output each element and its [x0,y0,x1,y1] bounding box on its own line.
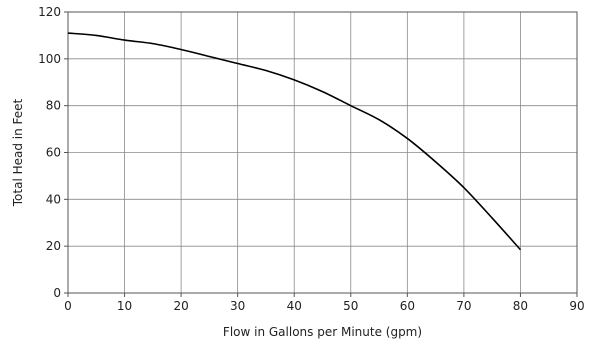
y-axis-label: Total Head in Feet [11,98,25,207]
x-tick-label: 80 [513,299,528,313]
series-layer [67,32,522,251]
x-tick-label: 0 [64,299,72,313]
grid-lines [68,12,577,293]
y-tick-label: 60 [46,146,61,160]
pump-curve-line [67,32,522,251]
x-tick-label: 70 [456,299,471,313]
y-tick-label: 100 [38,52,61,66]
y-axis-ticks: 0 20 40 60 80 100 120 [38,5,68,300]
y-tick-label: 80 [46,99,61,113]
x-tick-label: 40 [287,299,302,313]
y-tick-label: 0 [53,286,61,300]
x-axis-label: Flow in Gallons per Minute (gpm) [223,325,422,339]
x-tick-label: 20 [173,299,188,313]
x-tick-label: 50 [343,299,358,313]
x-tick-label: 30 [230,299,245,313]
x-tick-label: 60 [400,299,415,313]
x-tick-label: 90 [569,299,584,313]
x-axis-ticks: 0 10 20 30 40 50 60 70 80 90 [64,293,585,313]
x-tick-label: 10 [117,299,132,313]
y-tick-label: 120 [38,5,61,19]
y-tick-label: 40 [46,192,61,206]
y-tick-label: 20 [46,239,61,253]
